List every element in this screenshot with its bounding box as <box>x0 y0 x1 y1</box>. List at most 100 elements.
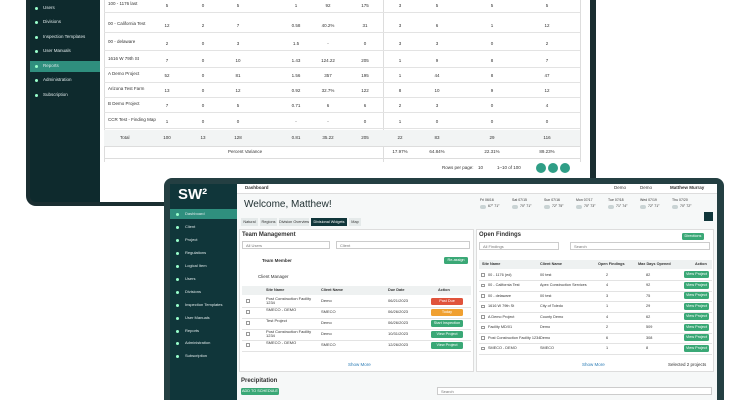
checkbox[interactable] <box>246 310 250 314</box>
search[interactable]: Client <box>336 241 470 249</box>
nav-icon <box>176 213 179 216</box>
search[interactable]: Search <box>570 242 710 250</box>
action[interactable]: View Project <box>431 331 463 338</box>
checkbox[interactable] <box>246 343 250 347</box>
nav-item[interactable]: Client <box>185 224 196 229</box>
tab[interactable]: Map <box>349 218 361 226</box>
button[interactable]: ADD TO SCHEDULE <box>241 388 279 395</box>
action[interactable]: View Project <box>684 271 709 278</box>
tab[interactable]: Divisional Widgets <box>311 218 347 226</box>
action[interactable]: View Project <box>684 344 709 352</box>
nav-item[interactable]: Inspection Templates <box>43 34 86 39</box>
action[interactable]: Today <box>431 309 463 316</box>
checkbox[interactable] <box>481 325 485 329</box>
checkbox[interactable] <box>481 346 485 350</box>
weather-icon <box>576 205 582 209</box>
cell: 2 <box>545 41 549 46</box>
cell: 1 <box>606 304 609 308</box>
nav-item[interactable]: Logical Item <box>185 263 207 268</box>
nav-icon <box>35 21 38 24</box>
settings[interactable] <box>704 212 713 221</box>
org[interactable]: Demo <box>614 185 627 190</box>
action[interactable]: View Project <box>684 334 709 341</box>
nav-item[interactable]: Subscription <box>185 353 208 358</box>
pager-size[interactable]: 10 <box>478 165 484 170</box>
show-more[interactable]: Show More <box>582 362 605 367</box>
row-line <box>104 12 580 13</box>
pager-button[interactable] <box>560 163 570 173</box>
weather-day: Fri 06/16 <box>480 198 494 202</box>
cell: 81 <box>235 73 241 78</box>
cell: 5 <box>236 3 240 8</box>
tab[interactable]: Division Overview <box>279 218 310 226</box>
active-item <box>170 209 237 219</box>
nav-item[interactable]: Users <box>43 5 55 10</box>
nav-item[interactable]: Reports <box>185 328 200 333</box>
cell: 1 <box>398 58 402 63</box>
nav-item[interactable]: Inspection Templates <box>185 302 223 307</box>
nav-item[interactable]: Users <box>185 276 196 281</box>
checkbox[interactable] <box>481 283 485 287</box>
nav-item[interactable]: Dashboard <box>185 211 205 216</box>
checkbox[interactable] <box>246 321 250 325</box>
cell: 62 <box>646 314 651 319</box>
nav-item[interactable]: User Manuals <box>185 315 210 320</box>
cell: 10 <box>434 88 440 93</box>
nav-icon <box>35 36 38 39</box>
group-row: Client Manager <box>258 274 289 279</box>
checkbox[interactable] <box>246 299 250 303</box>
cell: 00 - delaware <box>108 39 136 44</box>
nav-item[interactable]: User Manuals <box>43 48 71 53</box>
select[interactable]: All Findings <box>479 242 559 250</box>
checkbox[interactable] <box>246 332 250 336</box>
nav-item[interactable]: Divisions <box>43 19 62 24</box>
cell: 0.58 <box>291 23 301 28</box>
cell: 2 <box>606 325 609 329</box>
button[interactable]: Re-assign <box>444 257 468 264</box>
search[interactable]: Search <box>437 387 712 395</box>
button[interactable]: Directions <box>682 233 704 240</box>
row-line <box>104 112 580 113</box>
nav-item[interactable]: Reports <box>43 63 59 68</box>
action[interactable]: View Project <box>684 281 709 289</box>
panel <box>476 229 714 372</box>
cell: 7 <box>236 23 240 28</box>
checkbox[interactable] <box>481 315 485 319</box>
pager-button[interactable] <box>548 163 558 173</box>
checkbox[interactable] <box>481 294 485 298</box>
nav-item[interactable]: Administration <box>43 77 72 82</box>
section-title: Precipitation <box>241 378 278 384</box>
action[interactable]: View Project <box>684 302 709 310</box>
action[interactable]: View Project <box>684 313 709 320</box>
cell: 1 <box>398 119 402 124</box>
cell: 00 - 1176 (ed) <box>488 272 512 277</box>
tab[interactable]: Natural <box>241 218 258 226</box>
action[interactable]: View Project <box>684 323 709 331</box>
action[interactable]: Start Inspection <box>431 320 463 327</box>
nav-icon <box>35 7 38 10</box>
action[interactable]: View Project <box>431 342 463 349</box>
action[interactable]: View Project <box>684 292 709 299</box>
pager-button[interactable] <box>536 163 546 173</box>
nav-item[interactable]: Divisions <box>185 289 202 294</box>
cell: Post Construction Facility 1234 <box>266 329 312 339</box>
cell: 4 <box>606 314 609 319</box>
nav-item[interactable]: Subscription <box>43 92 68 97</box>
nav-item[interactable]: Administration <box>185 340 211 345</box>
user[interactable]: Matthew Murray <box>670 185 705 190</box>
org[interactable]: Demo <box>640 185 653 190</box>
nav-item[interactable]: Regulations <box>185 250 207 255</box>
select[interactable]: All Users <box>242 241 330 249</box>
show-more[interactable]: Show More <box>348 362 371 367</box>
checkbox[interactable] <box>481 273 485 277</box>
cell: 1 <box>165 119 169 124</box>
checkbox[interactable] <box>481 336 485 340</box>
cell: 0.81 <box>291 135 301 140</box>
row-line <box>104 32 580 33</box>
nav-item[interactable]: Project <box>185 237 198 242</box>
checkbox[interactable] <box>481 304 485 308</box>
action[interactable]: Past Due <box>431 298 463 305</box>
cell: 0 <box>201 41 205 46</box>
tab[interactable]: Regions <box>260 218 277 226</box>
cell: 0 <box>363 41 367 46</box>
